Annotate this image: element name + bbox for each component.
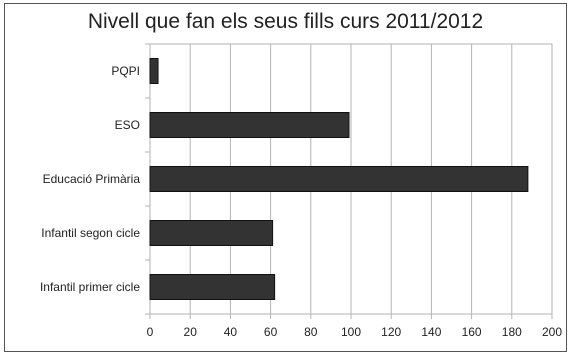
x-tick-label: 60 (264, 325, 278, 339)
x-tick-label: 140 (421, 325, 441, 339)
category-label: Educació Primària (43, 172, 141, 186)
category-label: Infantil segon cicle (41, 226, 140, 240)
bar (149, 58, 159, 84)
chart-title: Nivell que fan els seus fills curs 2011/… (87, 10, 484, 33)
x-tick-label: 40 (224, 325, 238, 339)
category-labels: PQPI ESO Educació Primària Infantil segon c… (40, 64, 140, 294)
x-tick-label: 80 (304, 325, 318, 339)
bars (149, 58, 529, 300)
bar (149, 220, 274, 246)
x-tick-label: 200 (542, 325, 562, 339)
x-tick-label: 120 (381, 325, 401, 339)
bar (149, 166, 529, 192)
bar (149, 112, 350, 138)
x-tick-label: 100 (341, 325, 361, 339)
category-label: Infantil primer cicle (40, 280, 140, 294)
x-tick-label: 20 (184, 325, 198, 339)
x-tick-labels: 0 20 40 60 80 100 120 140 160 180 200 (147, 325, 563, 339)
bar (149, 274, 276, 300)
category-label: PQPI (111, 64, 140, 78)
x-tick-label: 160 (462, 325, 482, 339)
x-tick-label: 180 (502, 325, 522, 339)
category-label: ESO (115, 118, 140, 132)
x-tick-label: 0 (147, 325, 154, 339)
